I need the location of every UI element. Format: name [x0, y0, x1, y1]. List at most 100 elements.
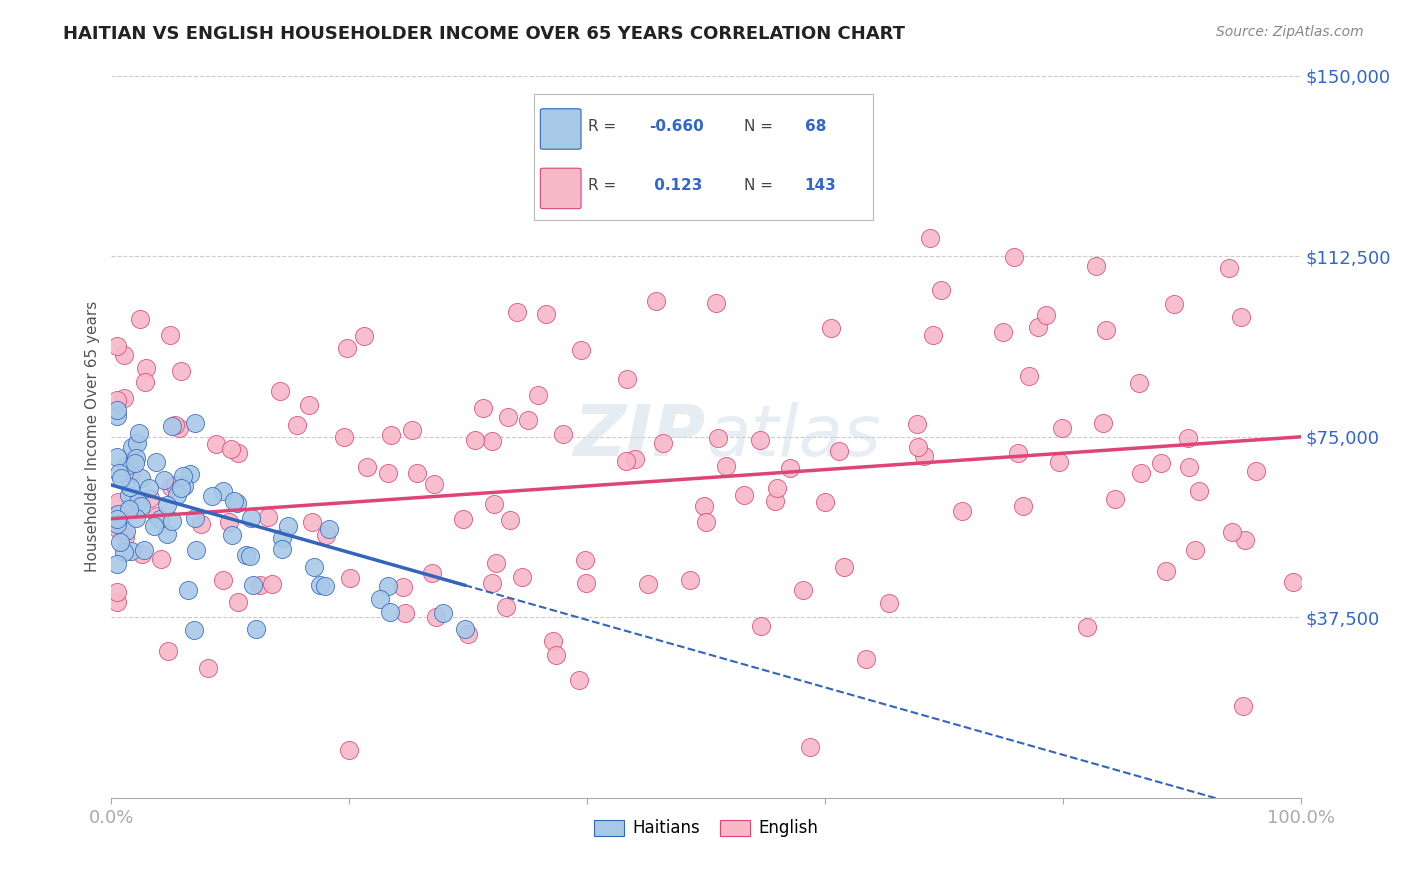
Point: [120, 544, 142, 558]
Point: [336, 341, 359, 355]
Point: [877, 596, 900, 610]
Point: [135, 360, 157, 375]
Point: [222, 494, 245, 508]
Point: [105, 409, 128, 423]
Point: [377, 579, 399, 593]
Point: [1011, 499, 1033, 513]
Point: [706, 432, 728, 446]
Point: [353, 329, 375, 343]
Point: [779, 461, 801, 475]
Point: [356, 459, 378, 474]
Point: [114, 531, 136, 545]
Point: [285, 418, 308, 433]
Point: [765, 482, 787, 496]
Point: [129, 312, 152, 326]
Point: [153, 473, 176, 487]
Point: [991, 326, 1014, 340]
Point: [614, 454, 637, 468]
Point: [212, 484, 235, 499]
Point: [1050, 420, 1073, 434]
Point: [226, 446, 249, 460]
Point: [226, 496, 249, 510]
Point: [105, 557, 128, 571]
Point: [855, 652, 877, 666]
Point: [157, 644, 180, 658]
Legend: Haitians, English: Haitians, English: [588, 813, 825, 844]
Point: [134, 376, 156, 390]
Point: [692, 499, 714, 513]
Point: [176, 583, 198, 598]
Point: [918, 231, 941, 245]
Point: [1007, 445, 1029, 459]
Point: [120, 480, 142, 494]
Point: [1026, 320, 1049, 334]
Point: [124, 456, 146, 470]
Point: [536, 308, 558, 322]
Point: [485, 556, 508, 570]
Point: [569, 343, 592, 357]
Point: [1163, 297, 1185, 311]
Point: [118, 488, 141, 502]
Point: [277, 519, 299, 533]
Point: [368, 592, 391, 607]
Point: [105, 450, 128, 465]
Point: [1282, 574, 1305, 589]
Point: [471, 401, 494, 416]
Point: [432, 606, 454, 620]
Point: [1184, 542, 1206, 557]
Point: [156, 526, 179, 541]
Point: [128, 425, 150, 440]
Point: [145, 508, 167, 523]
Text: HAITIAN VS ENGLISH HOUSEHOLDER INCOME OVER 65 YEARS CORRELATION CHART: HAITIAN VS ENGLISH HOUSEHOLDER INCOME OV…: [63, 25, 905, 43]
Point: [1234, 533, 1257, 547]
Point: [129, 500, 152, 514]
Point: [131, 547, 153, 561]
Point: [1229, 310, 1251, 325]
Point: [173, 479, 195, 493]
Point: [269, 384, 291, 399]
Point: [695, 516, 717, 530]
Point: [110, 471, 132, 485]
Point: [1104, 492, 1126, 507]
Point: [637, 576, 659, 591]
Point: [149, 511, 172, 525]
Point: [190, 517, 212, 532]
Point: [239, 549, 262, 563]
Point: [905, 417, 928, 432]
Point: [162, 419, 184, 434]
Point: [166, 488, 188, 502]
Point: [235, 548, 257, 562]
Point: [912, 450, 935, 464]
Point: [318, 522, 340, 536]
Point: [644, 293, 666, 308]
Point: [160, 514, 183, 528]
Point: [517, 413, 540, 427]
Point: [156, 498, 179, 512]
Point: [406, 466, 429, 480]
Text: ZIP: ZIP: [574, 402, 706, 471]
Point: [309, 577, 332, 591]
Point: [950, 504, 973, 518]
Point: [163, 417, 186, 432]
Point: [333, 430, 356, 444]
Point: [733, 488, 755, 502]
Point: [127, 436, 149, 450]
Point: [401, 423, 423, 437]
Point: [221, 528, 243, 542]
Point: [270, 542, 292, 557]
Point: [167, 420, 190, 434]
Point: [1232, 699, 1254, 714]
Point: [218, 515, 240, 529]
Point: [392, 580, 415, 594]
Point: [482, 497, 505, 511]
Point: [172, 468, 194, 483]
Point: [105, 516, 128, 531]
Point: [679, 573, 702, 587]
Point: [134, 542, 156, 557]
Point: [242, 578, 264, 592]
Point: [304, 560, 326, 574]
Point: [105, 521, 128, 535]
Point: [107, 507, 129, 521]
Point: [451, 512, 474, 526]
Point: [380, 605, 402, 619]
